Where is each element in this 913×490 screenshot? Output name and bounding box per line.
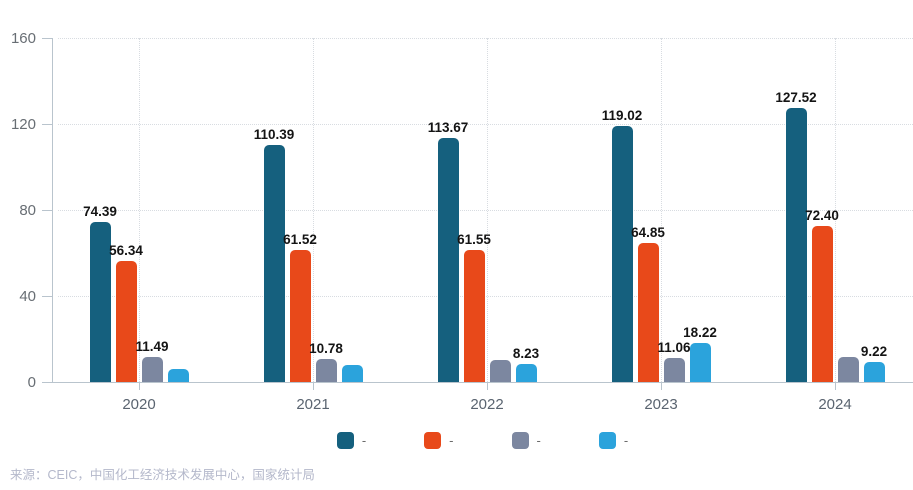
- legend-swatch-teal: [336, 432, 354, 449]
- y-axis-tick: [42, 296, 52, 297]
- bar-value-label: 72.40: [805, 208, 839, 223]
- chart-legend: - - - -: [52, 432, 913, 449]
- bar-2021-series-3[interactable]: [315, 359, 337, 382]
- bar-2021-series-2[interactable]: [289, 250, 311, 382]
- gridline-vertical: [139, 38, 140, 382]
- bar-value-label: 18.22: [683, 325, 717, 340]
- bar-2022-series-1[interactable]: [437, 138, 459, 382]
- bar-value-label: 11.06: [657, 340, 691, 355]
- bar-value-label: 74.39: [83, 204, 117, 219]
- bar-2023-series-4[interactable]: [689, 343, 711, 382]
- bar-value-label: 119.02: [601, 108, 643, 123]
- legend-swatch-orange: [424, 432, 442, 449]
- bar-2020-series-1[interactable]: [89, 222, 111, 382]
- y-axis-tick: [42, 382, 52, 383]
- source-note: 来源：CEIC，中国化工经济技术发展中心，国家统计局: [10, 468, 315, 482]
- y-axis-tick: [42, 124, 52, 125]
- legend-swatch-lightblue: [598, 432, 616, 449]
- x-axis-tick: [139, 383, 140, 390]
- legend-label: -: [623, 433, 629, 448]
- bar-2023-series-1[interactable]: [611, 126, 633, 382]
- bar-2024-series-3[interactable]: [837, 357, 859, 382]
- gridline-horizontal: [58, 124, 913, 125]
- y-tick-label: 160: [10, 30, 36, 47]
- bar-2024-series-2[interactable]: [811, 226, 833, 382]
- x-category-label: 2020: [122, 396, 156, 413]
- bar-value-label: 110.39: [253, 127, 295, 142]
- y-axis-tick: [42, 210, 52, 211]
- gridline-vertical: [487, 38, 488, 382]
- legend-item-series-1[interactable]: -: [336, 432, 367, 449]
- y-tick-label: 80: [19, 202, 36, 219]
- gridline-vertical: [661, 38, 662, 382]
- bar-value-label: 10.78: [309, 341, 343, 356]
- bar-value-label: 61.52: [283, 232, 317, 247]
- x-category-label: 2021: [296, 396, 330, 413]
- gridline-horizontal: [58, 210, 913, 211]
- bar-value-label: 113.67: [427, 120, 469, 135]
- y-tick-label: 120: [10, 116, 36, 133]
- bar-2022-series-4[interactable]: [515, 364, 537, 382]
- gridline-vertical: [313, 38, 314, 382]
- bar-2024-series-4[interactable]: [863, 362, 885, 382]
- x-axis-tick: [835, 383, 836, 390]
- legend-item-series-4[interactable]: -: [598, 432, 629, 449]
- bar-2021-series-1[interactable]: [263, 145, 285, 382]
- bar-2023-series-2[interactable]: [637, 243, 659, 382]
- bar-2021-series-4[interactable]: [341, 365, 363, 382]
- x-axis-line: [52, 382, 913, 383]
- bar-value-label: 127.52: [775, 90, 817, 105]
- gridline-horizontal: [58, 296, 913, 297]
- bar-value-label: 56.34: [109, 243, 143, 258]
- bar-2020-series-2[interactable]: [115, 261, 137, 382]
- legend-label: -: [536, 433, 541, 448]
- x-axis-tick: [661, 383, 662, 390]
- bar-2022-series-3[interactable]: [489, 360, 511, 382]
- gridline-horizontal: [58, 38, 913, 39]
- bar-value-label: 64.85: [631, 225, 665, 240]
- legend-label: -: [449, 433, 454, 448]
- bar-2020-series-3[interactable]: [141, 357, 163, 382]
- x-axis-tick: [487, 383, 488, 390]
- legend-swatch-gray: [511, 432, 529, 449]
- y-axis-line: [52, 38, 53, 382]
- gridline-vertical: [835, 38, 836, 382]
- bar-2023-series-3[interactable]: [663, 358, 685, 382]
- bar-value-label: 61.55: [457, 232, 491, 247]
- x-category-label: 2022: [470, 396, 504, 413]
- bar-2022-series-2[interactable]: [463, 250, 485, 382]
- y-tick-label: 40: [19, 288, 36, 305]
- bar-2024-series-1[interactable]: [785, 108, 807, 382]
- bar-value-label: 9.22: [860, 344, 888, 359]
- legend-label: -: [361, 433, 367, 448]
- bar-2020-series-4[interactable]: [167, 369, 189, 382]
- y-axis-tick: [42, 38, 52, 39]
- legend-item-series-2[interactable]: -: [424, 432, 454, 449]
- x-category-label: 2023: [644, 396, 678, 413]
- x-axis-tick: [313, 383, 314, 390]
- bar-value-label: 11.49: [135, 339, 169, 354]
- x-category-label: 2024: [818, 396, 852, 413]
- bar-value-label: 8.23: [512, 346, 540, 361]
- legend-item-series-3[interactable]: -: [511, 432, 541, 449]
- y-tick-label: 0: [27, 374, 36, 391]
